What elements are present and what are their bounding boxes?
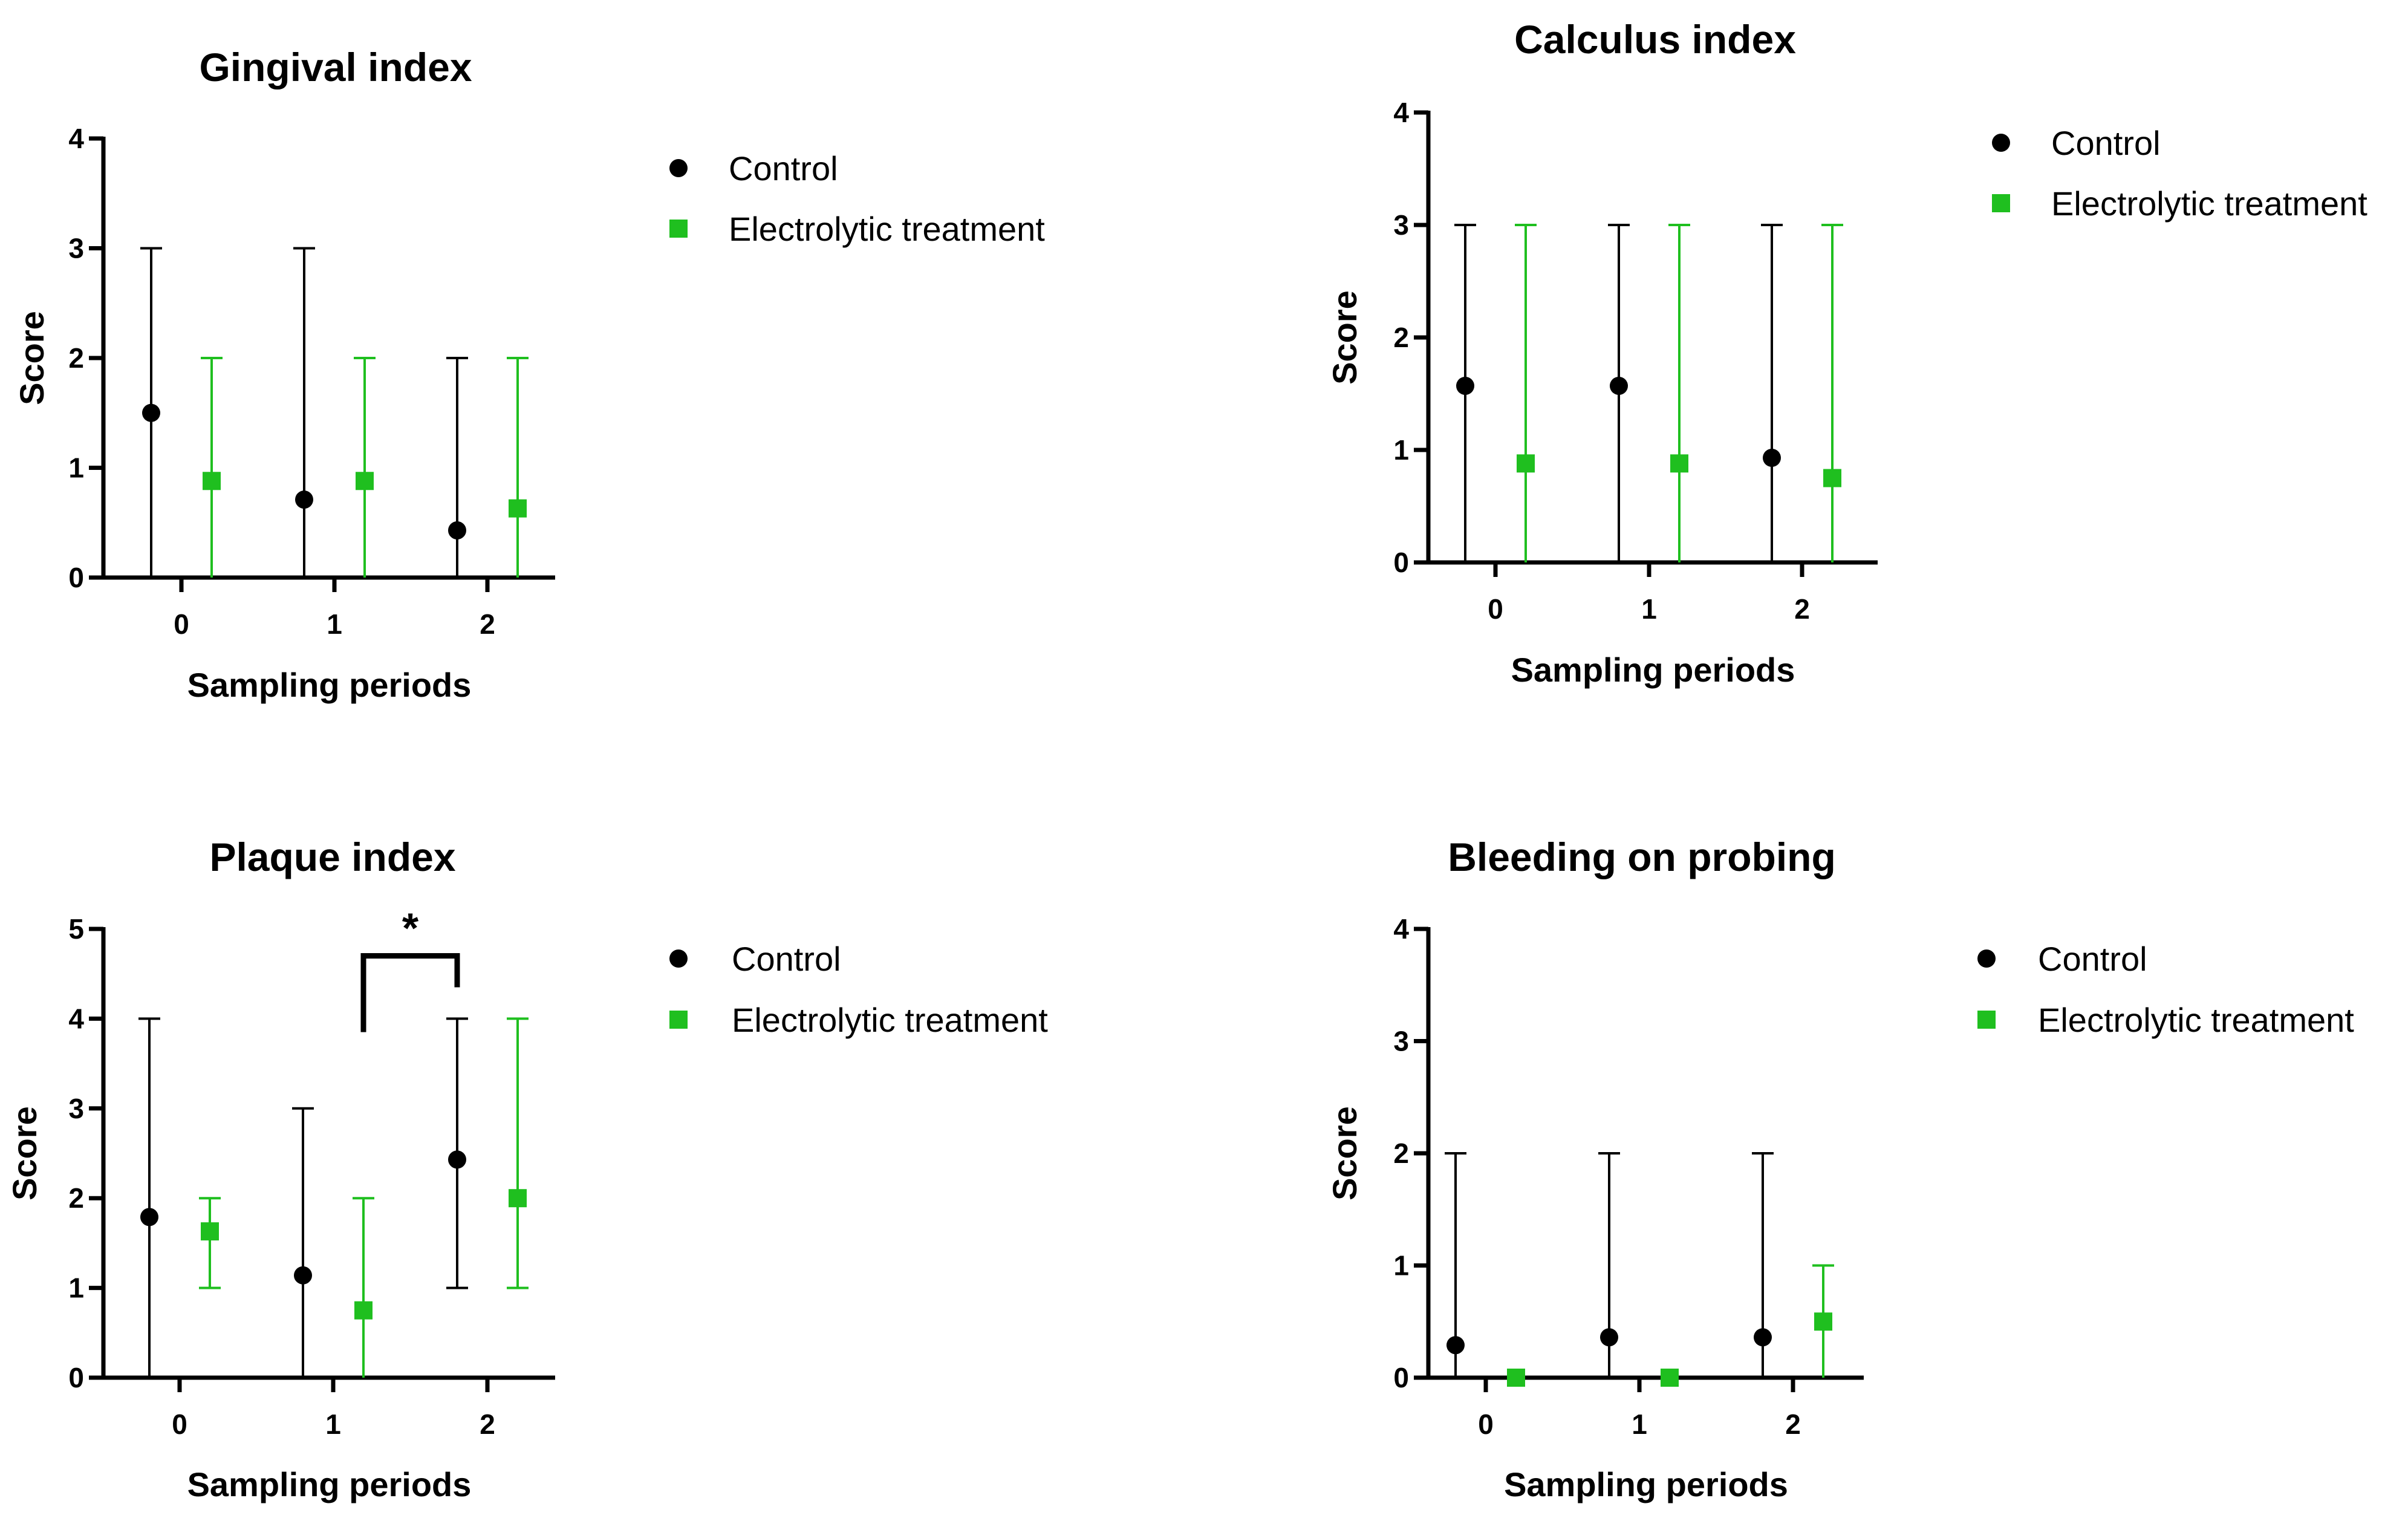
y-tick-label: 2 xyxy=(1393,322,1409,353)
data-point-control xyxy=(448,521,466,539)
x-tick-label: 1 xyxy=(327,608,342,640)
y-tick-label: 1 xyxy=(68,452,84,484)
y-tick-label: 1 xyxy=(1393,434,1409,466)
data-point-treatment xyxy=(509,1189,527,1208)
chart-panel: Calculus index 0 1 2 3 4 0 1 2 Sampling periods Sc… xyxy=(1326,17,2367,689)
y-tick-label: 3 xyxy=(68,233,84,264)
data-point-control xyxy=(448,1150,466,1169)
x-axis-label: Sampling periods xyxy=(1511,651,1795,689)
x-tick-label: 0 xyxy=(1488,593,1503,625)
x-tick-label: 1 xyxy=(1632,1409,1647,1440)
x-tick-label: 2 xyxy=(480,608,495,640)
x-tick-label: 2 xyxy=(1785,1409,1801,1440)
chart-panel: Plaque index 0 1 2 3 4 5 0 1 2 Sampling periods Sco… xyxy=(5,835,1048,1503)
y-tick-label: 1 xyxy=(1393,1250,1409,1282)
chart-title: Plaque index xyxy=(209,835,455,879)
data-point-control xyxy=(1754,1328,1772,1347)
data-point-control xyxy=(1610,376,1628,395)
data-point-treatment xyxy=(1814,1312,1832,1331)
x-tick-label: 1 xyxy=(1641,593,1657,625)
data-point-treatment xyxy=(1507,1369,1525,1387)
legend-label: Electrolytic treatment xyxy=(2051,184,2367,223)
chart-title: Calculus index xyxy=(1514,17,1796,62)
data-point-control xyxy=(1456,376,1474,395)
legend-label: Control xyxy=(2051,124,2161,162)
legend-marker-treatment xyxy=(1992,194,2010,212)
data-point-treatment xyxy=(1661,1369,1679,1387)
legend-label: Electrolytic treatment xyxy=(732,1001,1048,1039)
legend-label: Electrolytic treatment xyxy=(729,210,1045,248)
legend-marker-treatment xyxy=(669,220,688,238)
data-point-control xyxy=(1446,1336,1465,1355)
data-point-treatment xyxy=(509,499,527,518)
chart-panel: Bleeding on probing 0 1 2 3 4 0 1 2 Sampling peri… xyxy=(1326,835,2354,1503)
legend-marker-treatment xyxy=(1977,1011,1996,1029)
legend-label: Control xyxy=(729,149,838,187)
y-tick-label: 0 xyxy=(68,562,84,593)
x-axis-label: Sampling periods xyxy=(187,1465,472,1503)
data-point-treatment xyxy=(203,472,221,490)
y-tick-label: 2 xyxy=(1393,1138,1409,1169)
legend-marker-control xyxy=(669,159,688,177)
y-tick-label: 3 xyxy=(1393,1026,1409,1057)
data-point-treatment xyxy=(356,472,374,490)
y-tick-label: 1 xyxy=(68,1272,84,1304)
x-tick-label: 0 xyxy=(1478,1409,1494,1440)
legend-marker-control xyxy=(669,949,688,968)
legend-label: Electrolytic treatment xyxy=(2038,1001,2354,1039)
legend-marker-treatment xyxy=(669,1011,688,1029)
y-tick-label: 2 xyxy=(68,342,84,374)
y-axis-label: Score xyxy=(13,311,51,405)
y-tick-label: 4 xyxy=(68,123,84,154)
data-point-treatment xyxy=(1517,454,1535,473)
x-tick-label: 2 xyxy=(1794,593,1810,625)
data-point-control xyxy=(1600,1328,1618,1347)
chart-title: Gingival index xyxy=(199,45,472,90)
x-tick-label: 2 xyxy=(480,1409,495,1440)
y-tick-label: 3 xyxy=(1393,209,1409,241)
data-point-control xyxy=(142,403,160,422)
y-tick-label: 2 xyxy=(68,1182,84,1214)
y-axis-label: Score xyxy=(1326,1106,1364,1200)
y-axis-label: Score xyxy=(1326,290,1364,385)
legend-label: Control xyxy=(732,940,841,978)
data-point-treatment xyxy=(1823,469,1841,487)
data-point-control xyxy=(140,1208,158,1226)
x-tick-label: 0 xyxy=(174,608,189,640)
data-point-treatment xyxy=(201,1222,219,1241)
y-axis-label: Score xyxy=(5,1106,44,1200)
y-tick-label: 0 xyxy=(68,1362,84,1393)
data-point-control xyxy=(294,1266,312,1285)
y-tick-label: 3 xyxy=(68,1093,84,1124)
data-point-treatment xyxy=(1670,454,1688,473)
y-tick-label: 4 xyxy=(1393,97,1409,128)
x-tick-label: 1 xyxy=(325,1409,341,1440)
significance-bracket xyxy=(360,953,460,1032)
y-tick-label: 0 xyxy=(1393,1362,1409,1393)
y-tick-label: 4 xyxy=(68,1003,84,1034)
y-tick-label: 4 xyxy=(1393,913,1409,945)
x-axis-label: Sampling periods xyxy=(1504,1465,1788,1503)
legend-label: Control xyxy=(2038,940,2147,978)
chart-title: Bleeding on probing xyxy=(1448,835,1836,879)
legend-marker-control xyxy=(1992,134,2010,152)
data-point-control xyxy=(1763,449,1781,467)
legend-marker-control xyxy=(1977,949,1996,968)
significance-label: * xyxy=(402,905,419,952)
x-axis-label: Sampling periods xyxy=(187,666,472,704)
y-tick-label: 0 xyxy=(1393,547,1409,578)
x-tick-label: 0 xyxy=(172,1409,187,1440)
data-point-treatment xyxy=(354,1301,373,1320)
y-tick-label: 5 xyxy=(68,913,84,945)
data-point-control xyxy=(295,490,313,509)
